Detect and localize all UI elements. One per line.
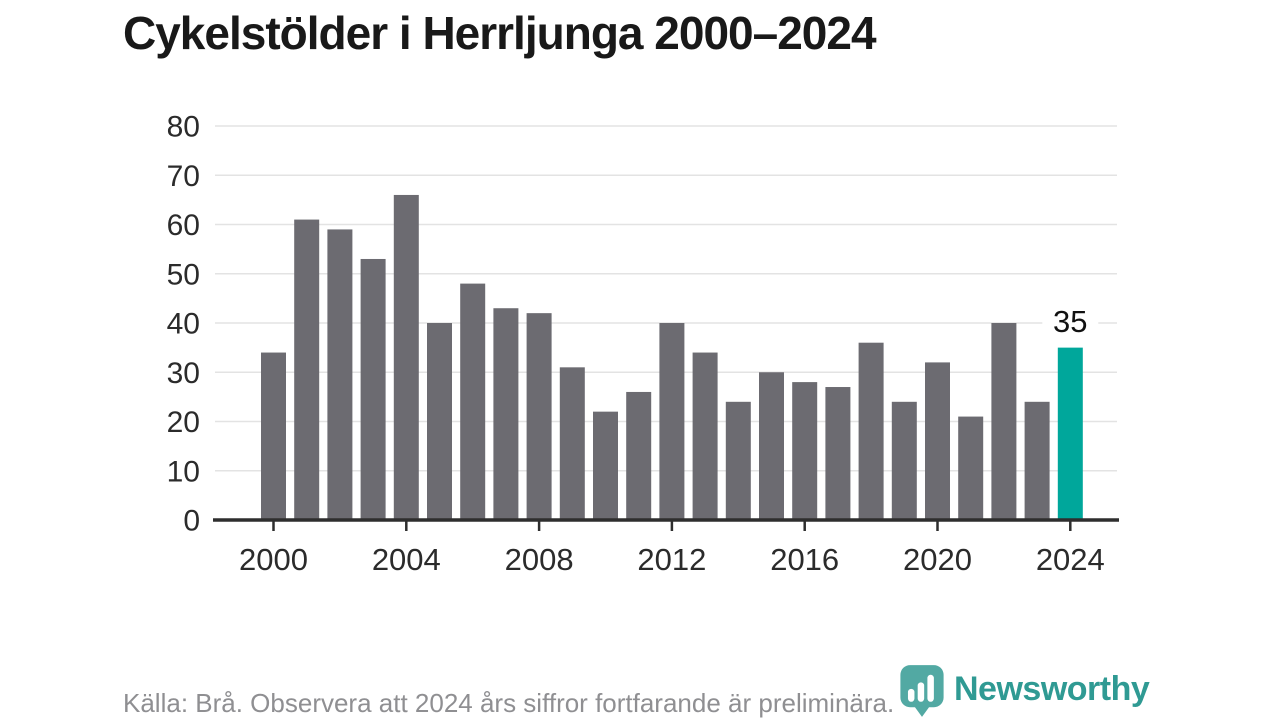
newsworthy-logo: Newsworthy	[897, 664, 1150, 718]
bar-2002	[327, 229, 353, 521]
bar-2019	[891, 401, 917, 520]
bar-2013	[692, 352, 718, 520]
x-tick-label-2008: 2008	[505, 542, 574, 577]
source-note: Källa: Brå. Observera att 2024 års siffr…	[123, 688, 895, 718]
bar-2009	[559, 367, 585, 520]
y-tick-label-80: 80	[167, 111, 200, 144]
mini-bar-1	[907, 688, 915, 702]
newsworthy-wordmark: Newsworthy	[954, 670, 1150, 708]
bar-2004	[393, 194, 419, 520]
bar-2023	[1024, 401, 1050, 520]
bar-2016	[792, 382, 818, 520]
bar-2001	[294, 219, 320, 520]
y-tick-label-40: 40	[167, 308, 200, 341]
y-tick-label-70: 70	[167, 160, 200, 193]
bar-2006	[460, 283, 486, 520]
x-tick-label-2000: 2000	[239, 542, 308, 577]
bar-2024	[1057, 347, 1083, 520]
bar-2021	[958, 416, 984, 520]
bar-2008	[526, 313, 552, 520]
newsworthy-pin-barchart-icon	[900, 665, 944, 717]
bar-2014	[725, 401, 751, 520]
x-tick-label-2012: 2012	[637, 542, 706, 577]
bar-2022	[991, 323, 1017, 520]
x-tick-label-2004: 2004	[372, 542, 441, 577]
bar-2012	[659, 323, 685, 520]
bar-2010	[593, 411, 618, 520]
y-tick-label-60: 60	[167, 209, 200, 242]
bar-2000	[261, 352, 286, 520]
mini-bar-2	[917, 682, 925, 702]
y-tick-label-50: 50	[167, 258, 200, 291]
mini-bar-3	[927, 674, 934, 702]
bar-2011	[626, 391, 652, 520]
bar-2015	[759, 372, 784, 520]
x-tick-label-2016: 2016	[770, 542, 839, 577]
value-label-2024: 35	[1053, 304, 1087, 339]
value-label-backing	[1042, 303, 1099, 339]
bar-2017	[825, 387, 851, 520]
bar-2018	[858, 342, 884, 520]
bar-chart: 0 10 20 30 40 50 60 70 80 2000 2004 2008 2012 2016 202…	[167, 111, 1119, 577]
x-tick-label-2020: 2020	[903, 542, 972, 577]
bar-2005	[427, 323, 452, 520]
y-tick-label-20: 20	[167, 406, 200, 439]
bar-2020	[925, 362, 950, 520]
chart-title: Cykelstölder i Herrljunga 2000–2024	[123, 7, 877, 59]
y-tick-label-10: 10	[167, 455, 200, 488]
x-tick-label-2024: 2024	[1036, 542, 1105, 577]
bar-2003	[360, 258, 386, 520]
y-tick-label-0: 0	[183, 505, 200, 538]
y-tick-label-30: 30	[167, 357, 200, 390]
bar-2007	[493, 308, 519, 520]
